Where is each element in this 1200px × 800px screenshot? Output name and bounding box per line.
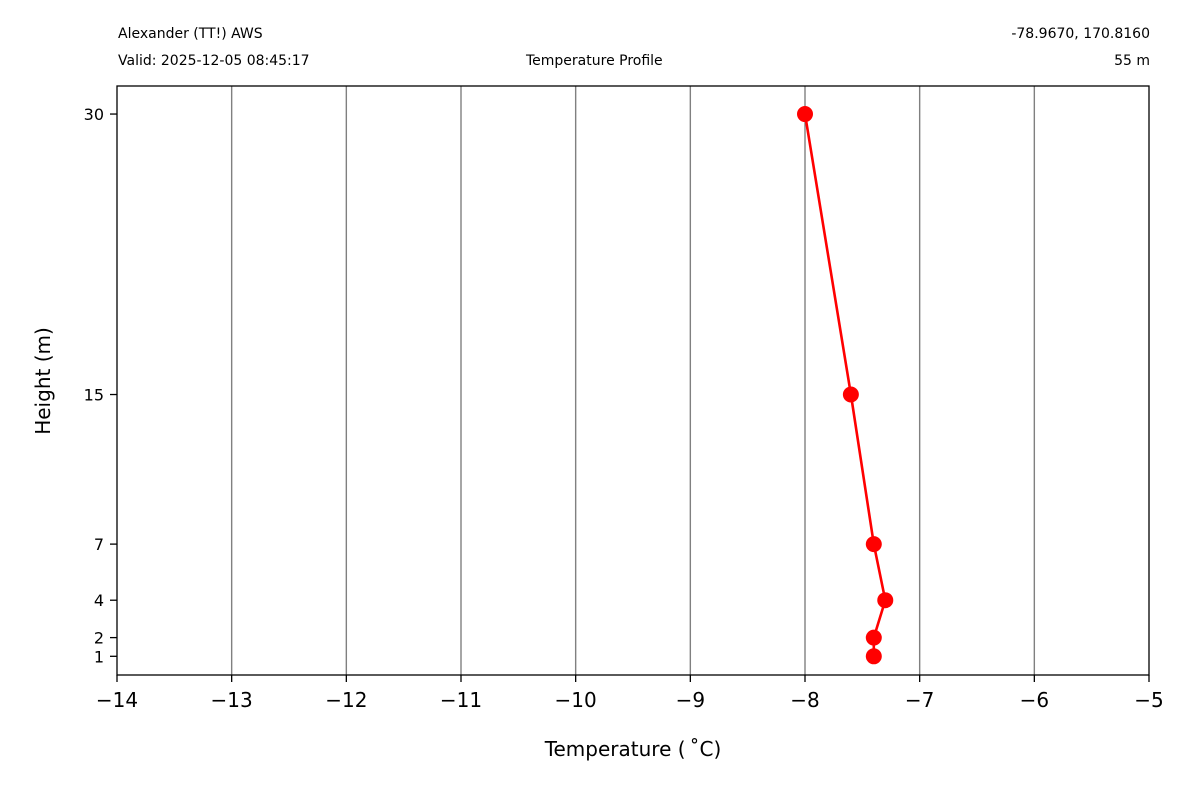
station-coordinates: -78.9670, 170.8160 (1011, 26, 1150, 42)
x-tick-label: −6 (1020, 688, 1049, 712)
y-tick-label: 2 (94, 629, 104, 648)
y-tick-label: 7 (94, 535, 104, 554)
grid-layer (230, 86, 1036, 675)
y-axis-label: Height (m) (31, 327, 55, 435)
x-tick-label: −8 (790, 688, 819, 712)
y-tick-label: 15 (84, 386, 104, 405)
x-tick-label: −13 (211, 688, 253, 712)
x-tick-label: −14 (96, 688, 138, 712)
x-tick-label: −11 (440, 688, 482, 712)
y-tick-label: 1 (94, 647, 104, 666)
station-elevation: 55 m (1114, 53, 1150, 69)
plot-frame (116, 85, 1150, 676)
data-point (877, 592, 894, 609)
data-point (842, 386, 859, 403)
x-tick-label: −12 (325, 688, 367, 712)
data-point (865, 629, 882, 646)
data-point (797, 106, 813, 123)
x-axis-label: Temperature ( ˚C) (544, 737, 722, 761)
x-tick-label: −10 (555, 688, 597, 712)
x-tick-label: −7 (905, 688, 934, 712)
x-tick-label: −5 (1134, 688, 1163, 712)
valid-time: Valid: 2025-12-05 08:45:17 (118, 53, 310, 69)
data-point (865, 536, 882, 553)
plot-title: Temperature Profile (526, 53, 663, 69)
data-point (865, 648, 882, 665)
y-tick-label: 4 (94, 591, 104, 610)
axis-layer: −14 −13 −12 −11 −10 −9 −8 −7 −6 −5 12 4 7 15 30 (84, 105, 1164, 712)
series-line (803, 113, 887, 657)
y-tick-label: 30 (84, 105, 104, 124)
station-name: Alexander (TT!) AWS (118, 26, 263, 42)
x-tick-label: −9 (676, 688, 705, 712)
series-layer (797, 106, 894, 665)
